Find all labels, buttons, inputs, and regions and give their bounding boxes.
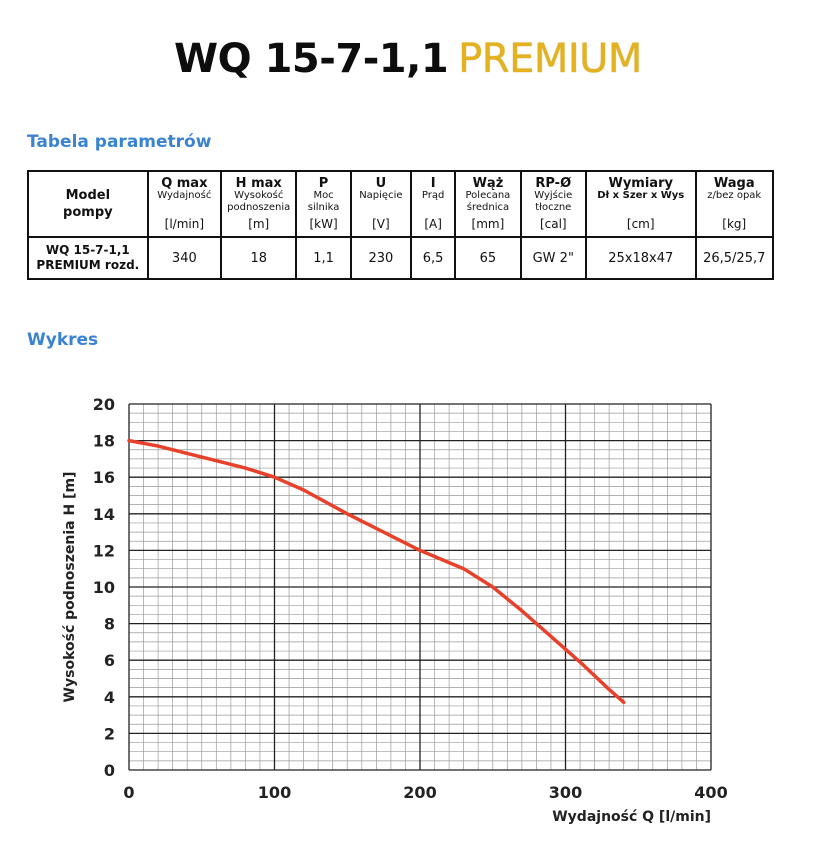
chart-grid bbox=[128, 403, 712, 771]
y-tick-label: 12 bbox=[93, 541, 115, 560]
x-axis-label: Wydajność Q [l/min] bbox=[552, 809, 711, 825]
header-unit: [cal] bbox=[539, 216, 567, 231]
model-cell: WQ 15-7-1,1 PREMIUM rozd. bbox=[27, 236, 149, 280]
header-cell-waz: Wąż Polecana średnica [mm] bbox=[454, 170, 522, 238]
header-cell-u: U Napięcie [V] bbox=[349, 170, 413, 238]
model-line1: WQ 15-7-1,1 bbox=[45, 243, 130, 257]
value-i: 6,5 bbox=[410, 236, 457, 280]
value-p: 1,1 bbox=[295, 236, 352, 280]
params-section-title: Tabela parametrów bbox=[27, 132, 212, 152]
header-cell-wymiary: Wymiary Dł x Szer x Wys [cm] bbox=[584, 170, 697, 238]
header-symbol: Wymiary bbox=[608, 175, 673, 191]
header-cell-rp: RP-Ø Wyjście tłoczne [cal] bbox=[519, 170, 587, 238]
header-desc: Dł x Szer x Wys bbox=[597, 189, 685, 201]
header-symbol: RP-Ø bbox=[535, 175, 572, 191]
chart-section-title: Wykres bbox=[27, 330, 99, 350]
header-unit: [cm] bbox=[626, 216, 655, 231]
header-cell-i: I Prąd [A] bbox=[410, 170, 457, 238]
value-qmax: 340 bbox=[146, 236, 223, 280]
header-desc: silnika bbox=[307, 201, 340, 213]
header-symbol: Q max bbox=[161, 175, 208, 191]
header-unit: [kW] bbox=[309, 216, 338, 231]
header-cell-qmax: Q max Wydajność [l/min] bbox=[146, 170, 223, 238]
x-tick-label: 100 bbox=[258, 783, 291, 802]
header-symbol: U bbox=[375, 175, 387, 191]
model-header-line1: Model bbox=[65, 188, 111, 203]
parameters-table: Model pompy Q max Wydajność [l/min] H ma… bbox=[27, 170, 775, 280]
header-desc: Napięcie bbox=[359, 189, 403, 201]
header-symbol: H max bbox=[235, 175, 282, 191]
y-tick-label: 6 bbox=[104, 651, 115, 670]
value-u: 230 bbox=[349, 236, 413, 280]
x-tick-label: 0 bbox=[123, 783, 134, 802]
table-header-row: Model pompy Q max Wydajność [l/min] H ma… bbox=[27, 170, 775, 238]
header-unit: [V] bbox=[372, 216, 390, 231]
product-title: WQ 15-7-1,1 PREMIUM bbox=[0, 36, 816, 82]
header-unit: [l/min] bbox=[164, 216, 205, 231]
header-desc: średnica bbox=[466, 201, 510, 213]
y-tick-label: 0 bbox=[104, 761, 115, 780]
y-tick-label: 4 bbox=[104, 688, 115, 707]
header-desc: Wydajność bbox=[157, 189, 212, 201]
header-desc: Wysokość bbox=[234, 189, 284, 201]
model-line2: PREMIUM rozd. bbox=[36, 258, 140, 272]
header-desc: Moc bbox=[313, 189, 334, 201]
header-desc: Prąd bbox=[421, 189, 445, 201]
value-hmax: 18 bbox=[220, 236, 298, 280]
value-rp: GW 2" bbox=[519, 236, 587, 280]
table-row: WQ 15-7-1,1 PREMIUM rozd. 340 18 1,1 230… bbox=[27, 236, 775, 280]
header-cell-p: P Moc silnika [kW] bbox=[295, 170, 352, 238]
header-cell-hmax: H max Wysokość podnoszenia [m] bbox=[220, 170, 298, 238]
premium-label: PREMIUM bbox=[458, 36, 642, 82]
header-desc: z/bez opak bbox=[707, 189, 762, 201]
y-tick-label: 18 bbox=[93, 432, 115, 451]
y-tick-label: 20 bbox=[93, 395, 115, 414]
y-tick-label: 10 bbox=[93, 578, 115, 597]
header-unit: [A] bbox=[424, 216, 442, 231]
x-tick-label: 200 bbox=[403, 783, 436, 802]
header-symbol: Waga bbox=[713, 175, 755, 191]
y-tick-label: 14 bbox=[93, 505, 115, 524]
header-unit: [kg] bbox=[722, 216, 747, 231]
y-axis-label: Wysokość podnoszenia H [m] bbox=[62, 472, 78, 703]
y-tick-label: 2 bbox=[104, 724, 115, 743]
product-model: WQ 15-7-1,1 bbox=[174, 36, 449, 82]
chart-series bbox=[127, 438, 626, 705]
header-symbol: I bbox=[430, 175, 436, 191]
header-desc: Polecana bbox=[465, 189, 511, 201]
header-unit: [mm] bbox=[471, 216, 505, 231]
model-header-cell: Model pompy bbox=[27, 170, 149, 238]
value-waz: 65 bbox=[454, 236, 522, 280]
series-line-0 bbox=[127, 438, 626, 705]
value-waga: 26,5/25,7 bbox=[694, 236, 775, 280]
header-symbol: P bbox=[318, 175, 329, 191]
header-symbol: Wąż bbox=[472, 175, 504, 191]
x-tick-label: 300 bbox=[549, 783, 582, 802]
y-tick-label: 8 bbox=[104, 615, 115, 634]
x-tick-label: 400 bbox=[694, 783, 727, 802]
value-wymiary: 25x18x47 bbox=[584, 236, 697, 280]
header-desc: podnoszenia bbox=[227, 201, 291, 213]
header-cell-waga: Waga z/bez opak [kg] bbox=[694, 170, 775, 238]
header-unit: [m] bbox=[248, 216, 270, 231]
header-desc: tłoczne bbox=[535, 201, 572, 213]
model-header-line2: pompy bbox=[63, 205, 113, 220]
header-desc: Wyjście bbox=[534, 189, 573, 201]
y-tick-label: 16 bbox=[93, 468, 115, 487]
